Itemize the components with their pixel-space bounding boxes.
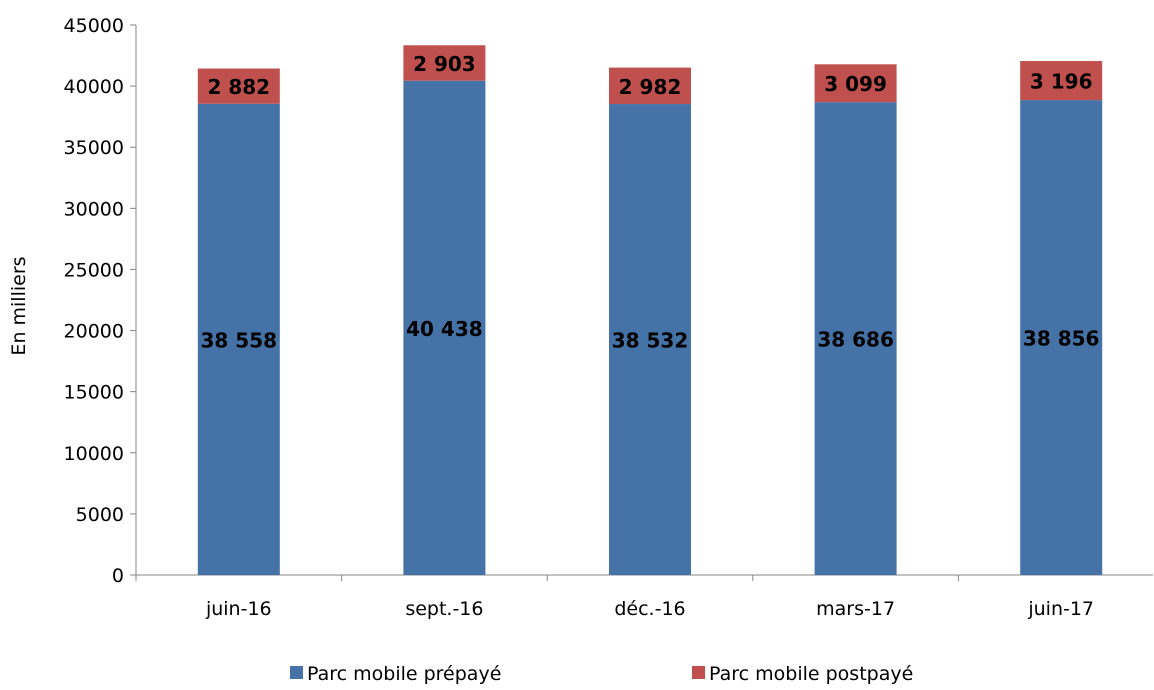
y-tick-label: 40000 [64, 76, 124, 98]
data-label-postpaid: 2 882 [207, 75, 270, 99]
bar-postpaid [814, 64, 897, 103]
bar-postpaid [403, 45, 486, 81]
y-tick-label: 35000 [64, 137, 124, 159]
x-tick-label: mars-17 [816, 598, 895, 620]
data-label-postpaid: 2 903 [413, 52, 476, 76]
y-axis-title: En milliers [8, 256, 30, 355]
x-tick-label: sept.-16 [405, 598, 483, 620]
data-label-prepaid: 38 532 [612, 329, 689, 353]
legend-label-postpaid: Parc mobile postpayé [709, 663, 913, 685]
legend-swatch-prepaid [290, 666, 303, 679]
data-label-prepaid: 38 686 [817, 328, 894, 352]
x-axis: juin-16 sept.-16 déc.-16 mars-17 juin-17 [135, 574, 1153, 620]
legend-label-prepaid: Parc mobile prépayé [307, 663, 501, 685]
bar-prepaid [403, 80, 486, 575]
bar-postpaid [1020, 61, 1103, 101]
data-label-prepaid: 38 856 [1023, 327, 1100, 351]
y-tick-label: 30000 [64, 198, 124, 220]
bar-postpaid [197, 68, 280, 104]
y-tick-label: 15000 [64, 382, 124, 404]
y-tick-label: 45000 [64, 15, 124, 37]
bar-prepaid [609, 104, 691, 575]
y-tick-label: 5000 [76, 504, 124, 526]
bar-prepaid [814, 102, 897, 575]
y-tick-label: 10000 [64, 443, 124, 465]
x-tick-label: juin-17 [1027, 598, 1094, 620]
bar-postpaid [609, 67, 691, 105]
legend: Parc mobile prépayé Parc mobile postpayé [290, 663, 913, 685]
bar-prepaid [1020, 100, 1103, 576]
data-label-prepaid: 40 438 [406, 317, 483, 341]
data-label-prepaid: 38 558 [201, 328, 278, 352]
y-axis: 0 5000 10000 15000 20000 25000 30000 35000 40000… [64, 15, 137, 587]
y-tick-label: 25000 [64, 259, 124, 281]
bars [197, 45, 1103, 576]
x-tick-label: déc.-16 [614, 598, 685, 620]
data-labels: 38 558 2 882 40 438 2 903 38 532 2 982 38 686 3… [201, 52, 1100, 353]
data-label-postpaid: 3 196 [1030, 70, 1093, 94]
bar-prepaid [197, 103, 280, 575]
legend-swatch-postpaid [692, 666, 705, 679]
data-label-postpaid: 2 982 [619, 75, 682, 99]
y-tick-label: 20000 [64, 321, 124, 343]
data-label-postpaid: 3 099 [824, 72, 887, 96]
y-tick-label: 0 [112, 565, 124, 587]
x-tick-label: juin-16 [205, 598, 272, 620]
